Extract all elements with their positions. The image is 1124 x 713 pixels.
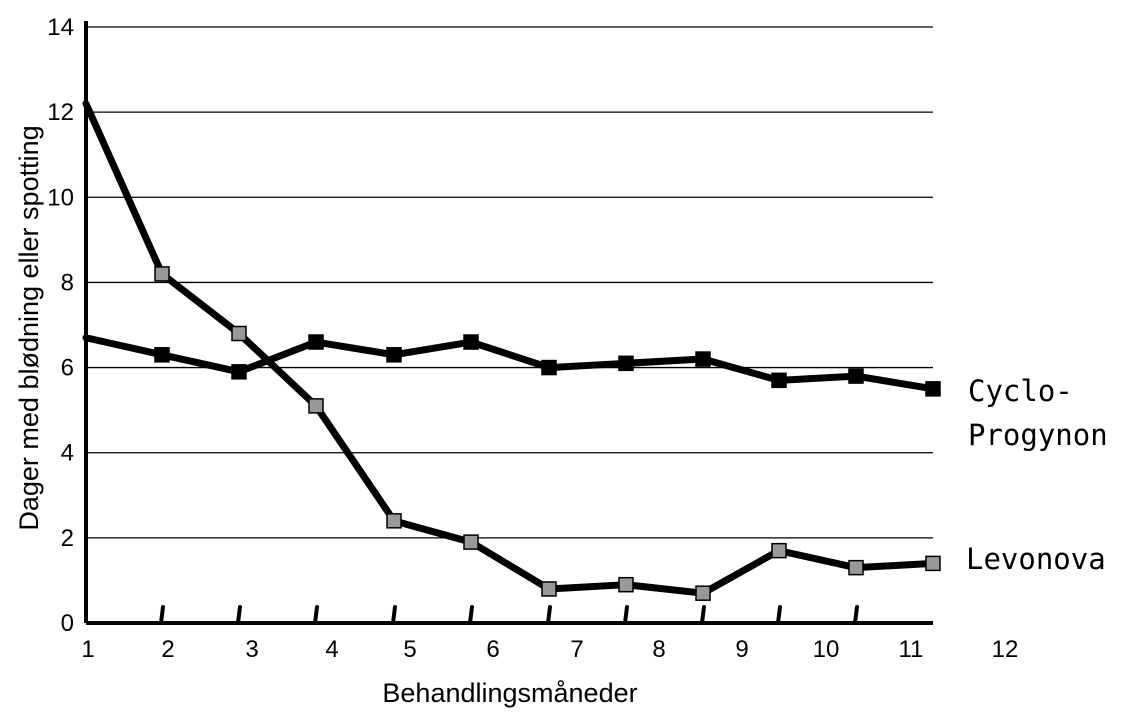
x-tick-labels: 1 2 3 4 5 6 7 8 9 10 11 12: [81, 636, 1018, 663]
y-tick-label: 12: [47, 99, 74, 126]
x-tick-label: 1: [81, 636, 94, 663]
y-axis-title: Dager med blødning eller spotting: [14, 125, 44, 530]
x-tick-mark: [159, 605, 165, 625]
series-group: [82, 100, 941, 601]
x-tick-label: 2: [161, 636, 174, 663]
data-point-levonova: [386, 513, 402, 529]
x-tick-label: 3: [245, 636, 258, 663]
data-point-cyclo-progynon: [308, 334, 324, 350]
x-tick-label: 12: [992, 636, 1019, 663]
x-tick-mark: [546, 605, 552, 625]
data-point-cyclo-progynon: [695, 351, 711, 367]
data-point-cyclo-progynon: [771, 372, 787, 389]
data-point-levonova: [848, 559, 864, 576]
x-tick-label: 5: [403, 636, 416, 663]
series-label: Cyclo-: [968, 374, 1073, 408]
axes: [84, 21, 933, 625]
data-point-cyclo-progynon: [386, 347, 402, 363]
x-tick-mark: [313, 605, 319, 625]
y-tick-label: 2: [61, 525, 74, 552]
x-tick-label: 9: [735, 636, 748, 663]
data-point-cyclo-progynon: [541, 359, 557, 376]
data-point-levonova: [771, 542, 787, 559]
x-tick-mark: [776, 605, 782, 625]
series-label: Levonova: [966, 542, 1106, 576]
data-point-cyclo-progynon: [618, 355, 634, 372]
data-point-levonova: [925, 555, 941, 572]
y-tick-label: 6: [61, 355, 74, 382]
x-tick-label: 8: [652, 636, 665, 663]
data-point-levonova: [618, 576, 634, 593]
data-point-levonova: [308, 398, 324, 414]
y-tick-label: 8: [61, 269, 74, 296]
y-tick-labels: 0 2 4 6 8 10 12 14: [47, 14, 74, 637]
data-point-cyclo-progynon: [463, 334, 479, 350]
data-point-levonova: [231, 325, 247, 342]
data-point-levonova: [463, 534, 479, 550]
y-tick-label: 0: [61, 610, 74, 637]
x-tick-label: 4: [325, 636, 338, 663]
series-label: Progynon: [968, 418, 1108, 452]
x-tick-mark: [236, 605, 242, 625]
x-tick-mark: [700, 605, 706, 625]
data-point-cyclo-progynon: [848, 368, 864, 384]
x-tick-label: 7: [570, 636, 583, 663]
data-point-levonova: [695, 585, 711, 601]
data-point-cyclo-progynon: [231, 364, 247, 380]
data-point-levonova: [154, 266, 170, 282]
data-point-levonova: [541, 581, 557, 597]
x-tick-label: 11: [899, 636, 924, 663]
series-line-levonova: [82, 100, 937, 597]
x-tick-label: 10: [813, 636, 840, 663]
y-tick-label: 4: [61, 440, 74, 467]
x-tick-mark: [468, 605, 474, 625]
y-tick-label: 14: [47, 14, 74, 41]
x-tick-mark: [623, 605, 629, 625]
data-point-cyclo-progynon: [925, 381, 941, 397]
x-tick-label: 6: [486, 636, 499, 663]
grid-lines: [86, 26, 933, 539]
y-tick-label: 10: [47, 184, 74, 211]
x-axis-title: Behandlingsmåneder: [382, 678, 637, 708]
data-point-cyclo-progynon: [154, 347, 170, 363]
x-tick-mark: [853, 605, 859, 625]
x-tick-mark: [391, 605, 397, 625]
series-line-cyclo-progynon: [82, 334, 937, 393]
series-labels: Cyclo- Progynon Levonova: [966, 374, 1108, 576]
